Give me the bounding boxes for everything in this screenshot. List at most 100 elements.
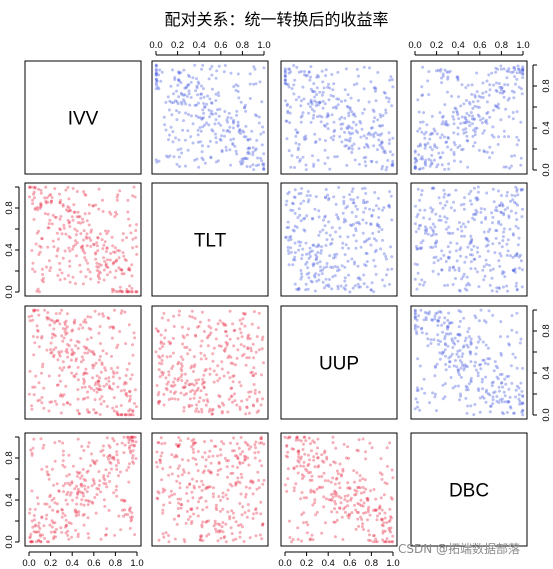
data-point xyxy=(335,476,339,480)
data-point xyxy=(391,163,395,167)
data-point xyxy=(65,524,69,528)
data-point xyxy=(215,69,219,73)
data-point xyxy=(174,443,178,446)
data-point xyxy=(102,453,106,457)
data-point xyxy=(347,114,351,118)
y-tick-label: 0.8 xyxy=(541,324,552,337)
data-point xyxy=(451,110,455,114)
data-point xyxy=(385,482,389,486)
data-point xyxy=(247,333,251,337)
data-point xyxy=(246,335,250,339)
data-point xyxy=(520,285,524,289)
data-point xyxy=(71,187,75,190)
data-point xyxy=(97,380,100,384)
data-point xyxy=(387,203,391,207)
data-point xyxy=(343,130,347,134)
data-point xyxy=(83,351,87,355)
data-point xyxy=(470,239,474,243)
data-point xyxy=(416,386,419,390)
data-point xyxy=(47,259,51,263)
data-point xyxy=(386,268,390,272)
data-point xyxy=(517,67,520,71)
data-point xyxy=(429,245,433,249)
data-point xyxy=(428,217,432,221)
data-point xyxy=(456,75,460,79)
data-point xyxy=(290,447,294,451)
data-point xyxy=(303,229,307,233)
data-point xyxy=(174,99,177,103)
data-point xyxy=(67,246,71,250)
data-point xyxy=(471,100,475,104)
data-point xyxy=(259,500,263,504)
data-point xyxy=(128,526,132,530)
data-point xyxy=(369,126,373,130)
data-point xyxy=(75,241,79,245)
data-point xyxy=(367,100,371,104)
data-point xyxy=(127,362,131,366)
data-point xyxy=(476,374,480,378)
data-point xyxy=(120,290,124,294)
data-point xyxy=(202,386,206,390)
data-point xyxy=(390,468,394,472)
data-point xyxy=(50,498,54,502)
data-point xyxy=(47,194,51,198)
data-point xyxy=(508,254,512,258)
data-point xyxy=(45,502,49,506)
data-point xyxy=(476,340,480,344)
data-point xyxy=(452,122,456,126)
data-point xyxy=(95,459,99,463)
data-point xyxy=(244,492,248,496)
data-point xyxy=(82,449,86,452)
data-point xyxy=(180,458,184,462)
data-point xyxy=(235,454,239,458)
data-point xyxy=(287,435,291,439)
data-point xyxy=(487,309,491,313)
data-point xyxy=(212,380,216,384)
data-point xyxy=(499,210,503,214)
data-point xyxy=(176,444,180,448)
data-point xyxy=(446,327,449,331)
data-point xyxy=(240,513,244,517)
data-point xyxy=(324,188,328,191)
data-point xyxy=(87,223,91,227)
data-point xyxy=(473,212,477,216)
data-point xyxy=(99,370,103,374)
data-point xyxy=(72,374,76,378)
data-point xyxy=(61,256,65,260)
data-point xyxy=(224,493,228,497)
data-point xyxy=(110,235,114,239)
data-point xyxy=(283,74,287,78)
data-point xyxy=(466,83,470,87)
data-point xyxy=(68,365,72,369)
data-point xyxy=(326,113,330,117)
data-point xyxy=(494,88,498,92)
data-point xyxy=(244,124,248,128)
data-point xyxy=(180,369,184,373)
data-point xyxy=(366,496,370,500)
data-point xyxy=(425,332,429,336)
data-point xyxy=(446,135,450,139)
data-point xyxy=(511,233,515,237)
data-point xyxy=(113,308,116,312)
data-point xyxy=(460,148,464,152)
data-point xyxy=(191,443,195,447)
data-point xyxy=(234,481,238,485)
data-point xyxy=(515,384,519,388)
data-point xyxy=(413,407,417,411)
data-point xyxy=(517,138,521,142)
data-point xyxy=(430,114,434,118)
data-point xyxy=(462,202,466,206)
data-point xyxy=(288,67,292,71)
data-point xyxy=(502,211,505,215)
data-point xyxy=(111,455,115,459)
data-point xyxy=(75,510,79,514)
data-point xyxy=(430,210,434,214)
data-point xyxy=(353,493,357,497)
data-point xyxy=(416,129,420,133)
data-point xyxy=(130,515,134,519)
data-point xyxy=(457,325,461,329)
data-point xyxy=(329,265,333,269)
data-point xyxy=(92,408,96,412)
data-point xyxy=(481,395,484,399)
data-point xyxy=(354,508,358,512)
